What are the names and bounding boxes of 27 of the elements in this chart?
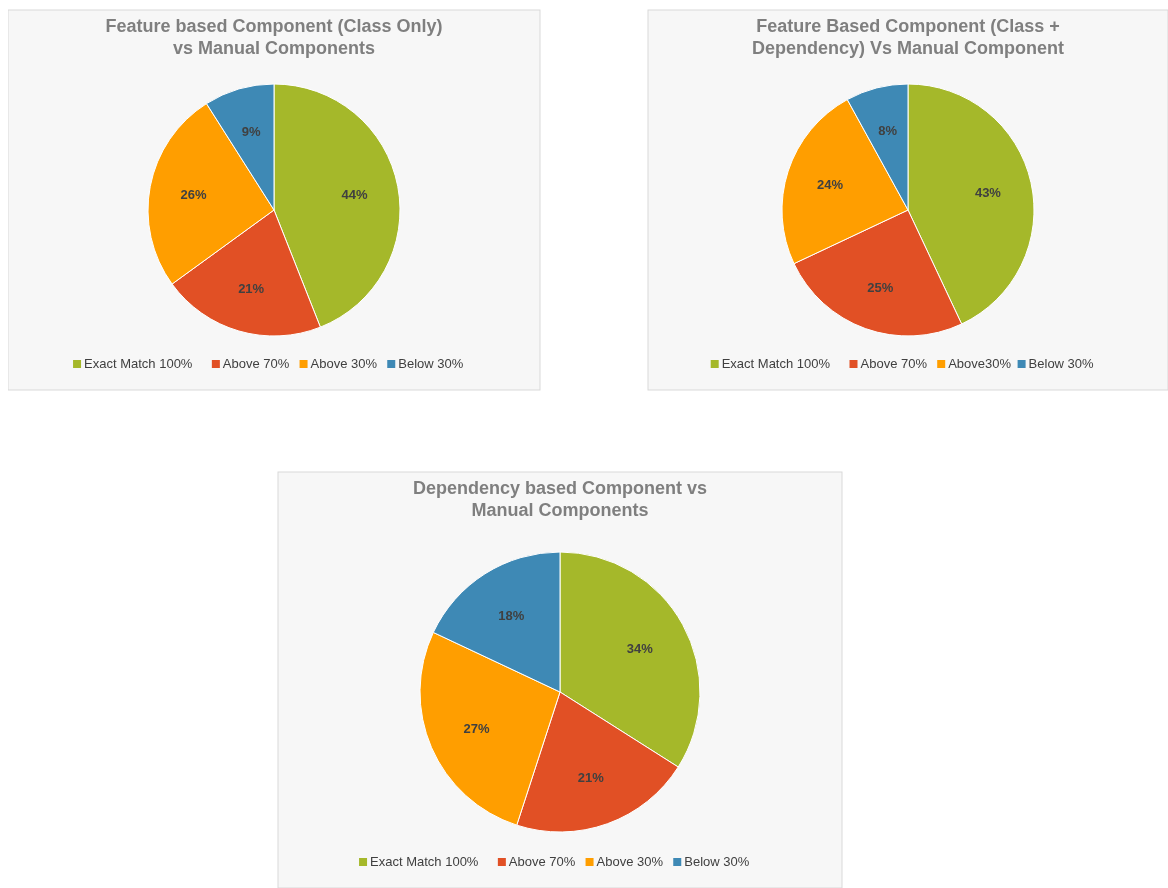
legend-label: Above 70% bbox=[508, 854, 576, 869]
legend-label: Below 30% bbox=[1028, 356, 1095, 371]
chart-title: Feature based Component (Class Only) vs Manual Components bbox=[105, 16, 443, 58]
legend-label: Exact Match 100% bbox=[721, 356, 831, 371]
data-label: 9% bbox=[241, 123, 261, 139]
data-label: 34% bbox=[626, 640, 654, 656]
legend-label: Exact Match 100% bbox=[84, 356, 193, 371]
chart-title: Feature Based Component (Class + Dependency) Vs Manual Component bbox=[751, 16, 1065, 58]
legend-label: Above 70% bbox=[860, 356, 928, 371]
chart-title: Dependency based Component vs Manual Components bbox=[412, 478, 708, 520]
legend-label: Below 30% bbox=[684, 854, 750, 869]
legend-label: Above 30% bbox=[310, 356, 378, 371]
data-label: 18% bbox=[498, 607, 525, 623]
data-label: 44% bbox=[341, 187, 368, 203]
data-label: 43% bbox=[974, 184, 1002, 200]
data-label: 26% bbox=[180, 187, 207, 203]
data-label: 21% bbox=[577, 770, 605, 786]
data-label: 21% bbox=[238, 281, 265, 297]
legend-label: Above 30% bbox=[596, 854, 664, 869]
data-label: 8% bbox=[878, 123, 898, 139]
data-label: 25% bbox=[867, 279, 894, 295]
legend-label: Below 30% bbox=[398, 356, 464, 371]
data-label: 24% bbox=[817, 177, 844, 193]
data-label: 27% bbox=[463, 720, 490, 736]
legend-label: Above30% bbox=[948, 356, 1012, 371]
legend-label: Above 70% bbox=[222, 356, 290, 371]
legend-label: Exact Match 100% bbox=[370, 854, 479, 869]
